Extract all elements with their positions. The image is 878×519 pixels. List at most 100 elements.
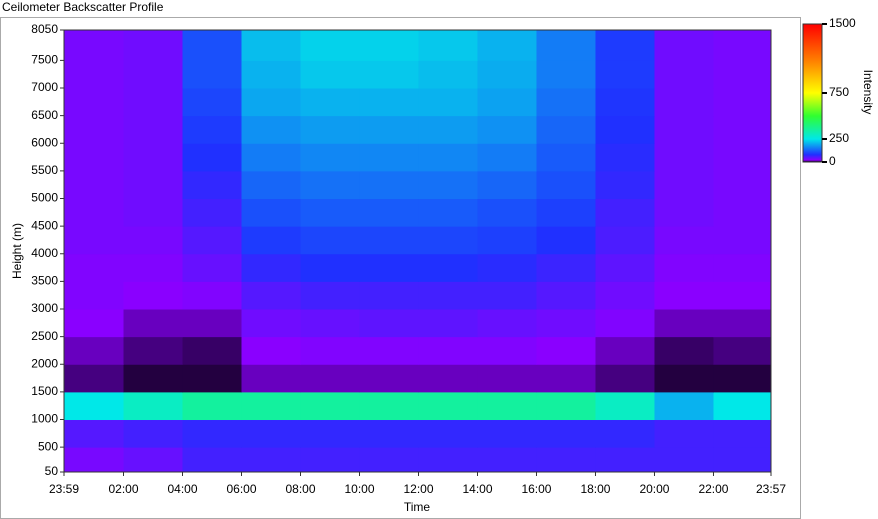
heat-cell xyxy=(536,253,596,282)
heat-cell xyxy=(300,419,360,448)
heat-cell xyxy=(713,281,772,310)
heat-cell xyxy=(713,364,772,393)
x-tick-label: 02:00 xyxy=(108,482,138,496)
heat-cell xyxy=(654,198,714,227)
heat-cell xyxy=(241,115,301,144)
heat-cell xyxy=(64,391,124,421)
heat-cell xyxy=(300,391,360,421)
heat-cell xyxy=(654,170,714,200)
heat-cell xyxy=(418,281,478,310)
heat-cell xyxy=(713,198,772,227)
heat-cell xyxy=(418,143,478,172)
heat-cell xyxy=(477,60,537,89)
y-tick-label: 2000 xyxy=(31,356,58,370)
heat-cell xyxy=(654,447,714,473)
heat-cell xyxy=(64,143,124,172)
heat-cell xyxy=(418,309,478,338)
heat-cell xyxy=(300,143,360,172)
heat-cell xyxy=(182,336,242,365)
x-tick-label: 14:00 xyxy=(462,482,492,496)
colorbar-tick-label: 750 xyxy=(829,85,849,99)
heat-cell xyxy=(123,170,183,200)
heat-cell xyxy=(182,419,242,448)
colorbar xyxy=(802,23,823,163)
heat-cell xyxy=(536,364,596,393)
colorbar-tick-label: 0 xyxy=(829,154,836,168)
heat-cell xyxy=(595,336,655,365)
heat-cell xyxy=(241,419,301,448)
heat-cell xyxy=(418,170,478,200)
heat-cell xyxy=(595,115,655,144)
heat-cell xyxy=(300,309,360,338)
heat-cell xyxy=(595,391,655,421)
heat-cell xyxy=(64,170,124,200)
heat-cell xyxy=(241,309,301,338)
colorbar-tick-label: 1500 xyxy=(829,16,856,30)
heat-cell xyxy=(595,226,655,255)
y-tick-label: 1000 xyxy=(31,412,58,426)
heat-cell xyxy=(300,253,360,282)
heat-cell xyxy=(713,391,772,421)
y-tick-label: 7500 xyxy=(31,53,58,67)
heat-cell xyxy=(418,364,478,393)
heat-cell xyxy=(359,419,419,448)
x-tick-label: 08:00 xyxy=(285,482,315,496)
heat-cell xyxy=(300,170,360,200)
heat-cell xyxy=(595,309,655,338)
heat-cell xyxy=(595,30,655,61)
heat-cell xyxy=(182,226,242,255)
heat-cell xyxy=(477,198,537,227)
y-tick-label: 3500 xyxy=(31,274,58,288)
heat-cell xyxy=(241,60,301,89)
heat-cell xyxy=(64,309,124,338)
heat-cell xyxy=(300,336,360,365)
heat-cell xyxy=(123,30,183,61)
x-tick-label: 18:00 xyxy=(580,482,610,496)
heat-cell xyxy=(359,336,419,365)
heat-cell xyxy=(182,198,242,227)
heat-cell xyxy=(123,364,183,393)
heat-cell xyxy=(182,30,242,61)
y-tick-label: 4000 xyxy=(31,246,58,260)
heat-cell xyxy=(418,115,478,144)
heat-cell xyxy=(64,30,124,61)
heat-cell xyxy=(359,447,419,473)
heat-cell xyxy=(477,30,537,61)
heat-cell xyxy=(477,364,537,393)
heat-cell xyxy=(64,60,124,89)
heat-cell xyxy=(713,30,772,61)
heat-cell xyxy=(595,60,655,89)
heat-cell xyxy=(359,143,419,172)
heat-cell xyxy=(241,281,301,310)
heat-cell xyxy=(359,115,419,144)
heat-cell xyxy=(123,198,183,227)
heat-cell xyxy=(64,115,124,144)
heat-cell xyxy=(64,88,124,117)
heat-cell xyxy=(182,88,242,117)
heat-cell xyxy=(536,309,596,338)
heat-cell xyxy=(241,88,301,117)
heat-cell xyxy=(713,170,772,200)
heat-cell xyxy=(713,60,772,89)
heat-cell xyxy=(64,419,124,448)
heat-cell xyxy=(418,419,478,448)
heat-cell xyxy=(654,30,714,61)
heat-cell xyxy=(123,226,183,255)
heat-cell xyxy=(477,115,537,144)
heat-cell xyxy=(536,447,596,473)
heat-cell xyxy=(595,143,655,172)
heat-cell xyxy=(477,143,537,172)
heat-cell xyxy=(241,143,301,172)
heat-cell xyxy=(536,170,596,200)
heat-cell xyxy=(713,143,772,172)
y-tick-label: 3000 xyxy=(31,301,58,315)
heat-cell xyxy=(123,143,183,172)
heat-cell xyxy=(300,60,360,89)
x-tick-label: 10:00 xyxy=(344,482,374,496)
heat-cell xyxy=(595,364,655,393)
heat-cell xyxy=(359,170,419,200)
heat-cell xyxy=(123,88,183,117)
heat-cell xyxy=(300,281,360,310)
heat-cell xyxy=(123,309,183,338)
